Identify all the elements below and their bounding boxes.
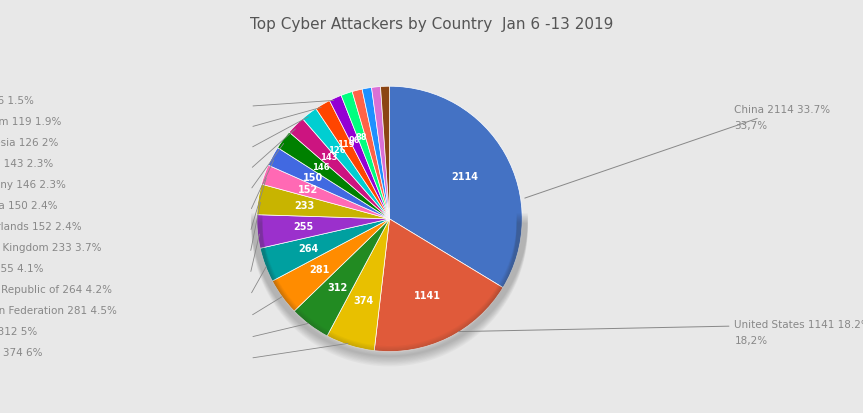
Wedge shape	[289, 119, 389, 219]
Wedge shape	[278, 132, 389, 219]
Wedge shape	[381, 86, 389, 219]
Text: 2114: 2114	[451, 171, 478, 182]
Text: Taiwan 143 2.3%: Taiwan 143 2.3%	[0, 159, 54, 169]
Text: France 374 6%: France 374 6%	[0, 348, 42, 358]
Text: India 255 4.1%: India 255 4.1%	[0, 264, 43, 274]
Wedge shape	[375, 219, 503, 351]
Text: 143: 143	[320, 154, 337, 162]
Wedge shape	[389, 86, 522, 287]
Text: 1141: 1141	[414, 291, 441, 301]
Text: 146: 146	[312, 163, 329, 172]
Wedge shape	[257, 184, 389, 219]
Text: United States 1141 18.2%: United States 1141 18.2%	[458, 320, 863, 332]
Text: 33,7%: 33,7%	[734, 121, 767, 131]
Text: 255: 255	[293, 222, 314, 232]
Wedge shape	[261, 165, 389, 219]
Text: Germany 146 2.3%: Germany 146 2.3%	[0, 180, 66, 190]
Wedge shape	[294, 219, 389, 336]
Text: 264: 264	[299, 244, 318, 254]
Text: Canada 150 2.4%: Canada 150 2.4%	[0, 201, 58, 211]
Text: United Kingdom 233 3.7%: United Kingdom 233 3.7%	[0, 243, 102, 253]
Text: 152: 152	[298, 185, 318, 195]
Wedge shape	[268, 147, 389, 219]
Text: 88: 88	[356, 133, 368, 142]
Wedge shape	[273, 219, 389, 311]
Text: 233: 233	[294, 201, 314, 211]
Wedge shape	[327, 219, 389, 351]
Text: 96: 96	[349, 136, 360, 145]
Text: Russian Federation 281 4.5%: Russian Federation 281 4.5%	[0, 306, 117, 316]
Text: Top Cyber Attackers by Country  Jan 6 -13 2019: Top Cyber Attackers by Country Jan 6 -13…	[249, 17, 614, 31]
Wedge shape	[257, 215, 389, 248]
Wedge shape	[362, 88, 389, 219]
Text: Brazil 312 5%: Brazil 312 5%	[0, 327, 37, 337]
Text: Netherlands 152 2.4%: Netherlands 152 2.4%	[0, 222, 82, 232]
Wedge shape	[372, 86, 389, 219]
Wedge shape	[303, 109, 389, 219]
Text: Indonesia 126 2%: Indonesia 126 2%	[0, 138, 59, 148]
Wedge shape	[316, 100, 389, 219]
Wedge shape	[330, 95, 389, 219]
Text: 18,2%: 18,2%	[734, 336, 767, 346]
Text: 374: 374	[354, 296, 374, 306]
Text: 281: 281	[310, 265, 330, 275]
Text: China 2114 33.7%: China 2114 33.7%	[525, 105, 830, 198]
Text: Vietnam 119 1.9%: Vietnam 119 1.9%	[0, 117, 61, 127]
Wedge shape	[260, 219, 389, 281]
Text: Korea, Republic of 264 4.2%: Korea, Republic of 264 4.2%	[0, 285, 112, 295]
Text: 150: 150	[304, 173, 324, 183]
Text: 126: 126	[329, 146, 346, 155]
Wedge shape	[341, 92, 389, 219]
Text: 312: 312	[327, 283, 348, 293]
Wedge shape	[352, 89, 389, 219]
Text: Italy 96 1.5%: Italy 96 1.5%	[0, 96, 34, 106]
Text: 119: 119	[337, 140, 355, 149]
